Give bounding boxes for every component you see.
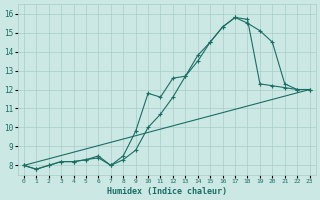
X-axis label: Humidex (Indice chaleur): Humidex (Indice chaleur) — [107, 187, 227, 196]
